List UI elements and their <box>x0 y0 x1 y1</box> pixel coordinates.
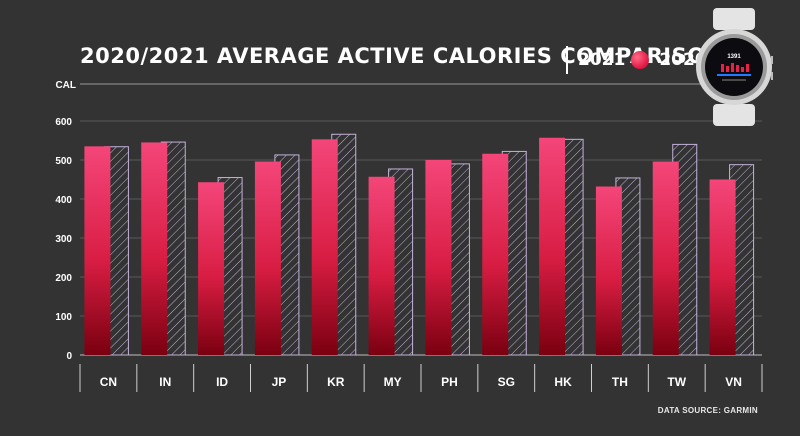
legend-separator <box>566 46 568 74</box>
legend-label-2021: 2021 <box>578 50 626 70</box>
x-tick-label-in: IN <box>159 375 171 389</box>
y-tick-label: 200 <box>55 273 72 284</box>
bar-2021-hk <box>539 137 566 355</box>
x-tick-label-ph: PH <box>441 375 458 389</box>
bar-2021-tw <box>652 161 679 355</box>
chart-title: 2020/2021 AVERAGE ACTIVE CALORIES COMPAR… <box>80 44 724 68</box>
y-tick-label: 100 <box>55 312 72 323</box>
legend-label-2020: 2020 <box>659 50 707 70</box>
y-tick-label: 500 <box>55 156 72 167</box>
y-axis-label: CAL <box>55 80 76 91</box>
y-tick-label: 600 <box>55 117 72 128</box>
x-tick-label-kr: KR <box>327 375 345 389</box>
y-tick-label: 400 <box>55 195 72 206</box>
watch-calories: 1391 <box>727 54 741 60</box>
x-tick-label-th: TH <box>612 375 628 389</box>
smartwatch-image: 1391 <box>696 8 773 126</box>
bar-2021-ph <box>425 160 452 355</box>
x-tick-label-my: MY <box>384 375 402 389</box>
x-axis: CN IN ID JP KR MY PH SG HK TH TW VN <box>79 364 763 392</box>
bar-2021-cn <box>84 146 111 355</box>
bars <box>84 133 755 356</box>
bar-2021-th <box>595 186 622 355</box>
bar-2021-kr <box>311 139 338 355</box>
grid-lines <box>80 83 762 356</box>
legend-swatch-2021 <box>631 51 650 69</box>
x-tick-label-tw: TW <box>667 375 686 389</box>
data-source-note: DATA SOURCE: GARMIN <box>657 406 758 415</box>
bar-2021-vn <box>709 179 736 355</box>
bar-2021-my <box>368 176 395 355</box>
bar-2021-jp <box>254 161 281 355</box>
x-tick-label-sg: SG <box>498 375 515 389</box>
bar-2021-in <box>141 142 168 355</box>
y-axis: 0 100 200 300 400 500 600 <box>55 117 72 362</box>
bar-2021-id <box>198 182 225 355</box>
y-tick-label: 0 <box>66 351 72 362</box>
y-tick-label: 300 <box>55 234 72 245</box>
x-tick-label-vn: VN <box>725 375 742 389</box>
x-tick-label-cn: CN <box>100 375 117 389</box>
bar-2021-sg <box>482 153 509 355</box>
x-tick-label-id: ID <box>216 375 228 389</box>
x-tick-label-hk: HK <box>554 375 572 389</box>
x-tick-label-jp: JP <box>272 375 287 389</box>
